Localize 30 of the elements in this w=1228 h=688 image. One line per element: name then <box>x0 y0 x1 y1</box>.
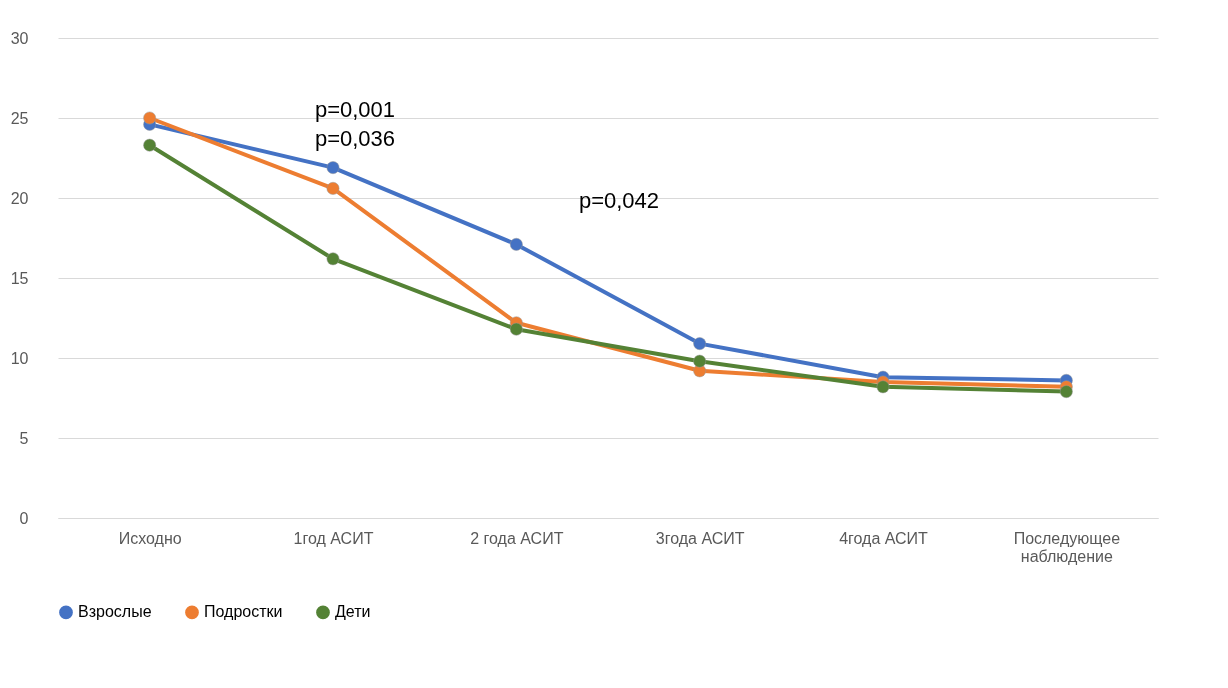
annotation: p=0,042 <box>578 188 660 214</box>
legend-label: Подростки <box>204 603 283 621</box>
x-tick-label: 4года АСИТ <box>839 529 929 547</box>
point <box>509 238 523 251</box>
y-tick-label: 5 <box>19 429 29 447</box>
x-tick-label: Последующее наблюдение <box>1013 529 1121 565</box>
annotation: p=0,001 <box>314 97 396 122</box>
point <box>326 252 340 266</box>
annotation: p=0,036 <box>314 125 396 151</box>
legend-label: Дети <box>335 603 371 621</box>
y-tick-label: 20 <box>10 189 29 207</box>
point <box>1059 385 1073 398</box>
point <box>876 380 890 394</box>
point <box>326 182 340 195</box>
y-tick-label: 25 <box>10 109 29 127</box>
point <box>509 322 523 336</box>
x-tick-label: 3года АСИТ <box>655 529 745 547</box>
point <box>143 111 157 125</box>
x-tick-label: 1год АСИТ <box>293 529 374 547</box>
point <box>326 161 340 174</box>
y-tick-label: 15 <box>10 269 29 287</box>
legend-label: Взрослые <box>78 603 152 621</box>
y-tick-label: 10 <box>10 349 29 367</box>
point <box>693 354 707 368</box>
y-tick-label: 0 <box>19 509 29 527</box>
point <box>693 337 707 350</box>
y-tick-label: 30 <box>10 29 29 47</box>
x-tick-label: Исходно <box>118 529 182 547</box>
x-tick-label: 2 года АСИТ <box>470 529 564 547</box>
point <box>143 138 157 152</box>
